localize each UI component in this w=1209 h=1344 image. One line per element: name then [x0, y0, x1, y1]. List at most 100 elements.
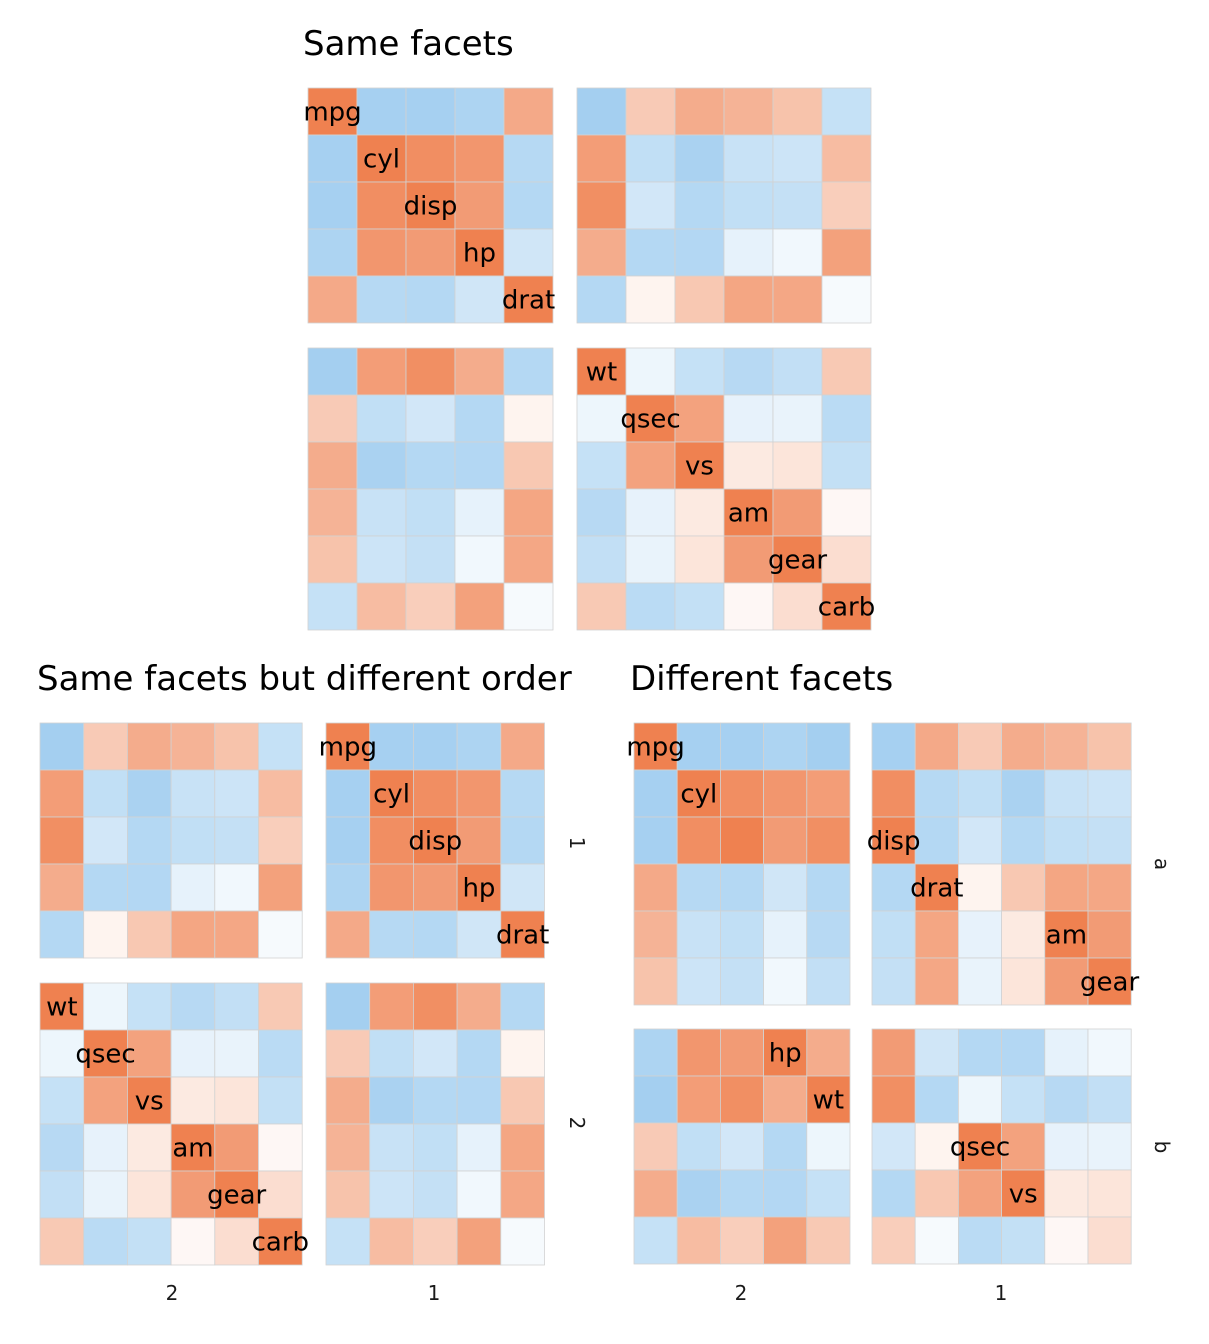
heatmap-cell: am / vs: 0.17 [1001, 910, 1046, 959]
heatmap-cell: qsec / wt: -0.17 [806, 1122, 851, 1171]
heatmap-cell: drat / vs: 0.44 [674, 275, 725, 324]
diag-label: disp [404, 192, 458, 222]
heatmap-cell: disp / am: -0.59 [170, 816, 216, 865]
heatmap-cell: am / qsec: -0.23 [625, 488, 676, 537]
heatmap-cell: carb / qsec: -0.66 [958, 1216, 1003, 1265]
heatmap-cell: am / wt: -0.69 [39, 1123, 85, 1172]
diag-label: disp [867, 827, 921, 857]
heatmap-cell: hp / qsec: -0.71 [625, 228, 676, 277]
heatmap-cell: vs / mpg: 0.66 [325, 1076, 371, 1125]
heatmap-cell: qsec / disp: -0.43 [412, 1029, 458, 1078]
heatmap-cell: qsec / qsec: 1 [958, 1122, 1003, 1171]
heatmap-cell: cyl / qsec: -0.59 [83, 769, 128, 818]
heatmap-cell: cyl / mpg: -0.85 [633, 769, 678, 818]
heatmap-cell: am / qsec: -0.23 [83, 1123, 128, 1172]
heatmap-cell: vs / drat: 0.44 [503, 441, 554, 490]
heatmap-cell: hp / qsec: -0.71 [83, 863, 128, 912]
heatmap-cell: qsec / am: -0.23 [170, 1029, 216, 1078]
heatmap-cell: qsec / wt: -0.17 [576, 394, 627, 443]
diag-label: am [172, 1134, 213, 1164]
heatmap-cell: gear / vs: 0.21 [127, 1170, 172, 1219]
heatmap-cell: hp / carb: 0.75 [821, 228, 872, 277]
heatmap-cell: carb / disp: 0.39 [871, 1216, 916, 1265]
heatmap-cell: am / drat: 0.71 [500, 1123, 545, 1172]
heatmap-cell: am / hp: -0.24 [456, 1123, 502, 1172]
panel-b-2: hp / mpg: -0.78hp / cyl: 0.83hp / disp: … [633, 1028, 851, 1265]
heatmap-cell: carb / qsec: -0.66 [625, 582, 676, 631]
heatmap-cell: gear / gear: 1 [772, 535, 823, 584]
heatmap-cell: wt / vs: -0.55 [674, 347, 725, 396]
heatmap-cell: hp / carb: 0.75 [258, 863, 303, 912]
heatmap-cell: vs / disp: -0.71 [412, 1076, 458, 1125]
diag-label: vs [135, 1087, 164, 1117]
heatmap-cell: vs / wt: -0.55 [576, 441, 627, 490]
heatmap-cell: carb / hp: 0.75 [454, 582, 505, 631]
heatmap-cell: disp / wt: 0.89 [806, 816, 851, 865]
heatmap-cell: hp / wt: 0.66 [806, 1028, 851, 1077]
heatmap-cell: hp / drat: -0.45 [500, 863, 545, 912]
facet-row-label: b [1150, 1141, 1174, 1154]
heatmap-cell: drat / carb: -0.09 [821, 275, 872, 324]
diag-label: disp [408, 827, 462, 857]
diag-label: carb [818, 593, 875, 623]
heatmap-cell: am / cyl: -0.52 [676, 910, 721, 959]
heatmap-cell: disp / vs: -0.71 [674, 181, 725, 230]
heatmap-cell: qsec / drat: 0.09 [914, 1122, 959, 1171]
diag-label: carb [252, 1228, 309, 1258]
heatmap-cell: qsec / am: -0.23 [1044, 1122, 1089, 1171]
heatmap-cell: hp / wt: 0.66 [576, 228, 627, 277]
heatmap-cell: gear / carb: 0.27 [821, 535, 872, 584]
heatmap-cell: vs / drat: 0.44 [914, 1169, 959, 1218]
heatmap-cell: cyl / wt: 0.78 [806, 769, 851, 818]
heatmap-cell: cyl / carb: 0.53 [821, 134, 872, 183]
title-different-facets: Different facets [630, 659, 893, 699]
heatmap-cell: hp / drat: -0.45 [503, 228, 554, 277]
heatmap-cell: wt / wt: 1 [576, 347, 627, 396]
heatmap-cell: vs / qsec: 0.74 [958, 1169, 1003, 1218]
heatmap-cell: gear / mpg: 0.48 [307, 535, 358, 584]
heatmap-cell: drat / disp: -0.71 [412, 910, 458, 959]
facet-col-label: 1 [428, 1281, 441, 1305]
heatmap-cell: drat / qsec: 0.09 [625, 275, 676, 324]
heatmap-cell: qsec / disp: -0.43 [720, 1122, 765, 1171]
heatmap-cell: wt / mpg: -0.87 [633, 1075, 678, 1124]
heatmap-cell: gear / drat: 0.7 [914, 957, 959, 1006]
panel-2-1: wt / mpg: -0.87wt / cyl: 0.78wt / disp: … [325, 982, 545, 1266]
heatmap-cell: am / drat: 0.71 [503, 488, 554, 537]
heatmap-cell: disp / cyl: 0.9 [676, 816, 721, 865]
heatmap-cell: wt / am: -0.69 [170, 982, 216, 1031]
heatmap-cell: cyl / cyl: 1 [356, 134, 407, 183]
heatmap-cell: carb / vs: -0.57 [674, 582, 725, 631]
heatmap-cell: qsec / mpg: 0.42 [307, 394, 358, 443]
heatmap-cell: carb / disp: 0.39 [720, 1216, 765, 1265]
heatmap-cell: cyl / drat: -0.7 [500, 769, 545, 818]
diag-label: am [728, 499, 769, 529]
heatmap-cell: drat / mpg: 0.68 [633, 863, 678, 912]
heatmap-cell: wt / disp: 0.89 [720, 1075, 765, 1124]
heatmap-cell: carb / am: 0.06 [723, 582, 774, 631]
heatmap-cell: gear / vs: 0.21 [674, 535, 725, 584]
heatmap-cell: carb / vs: -0.57 [1001, 1216, 1046, 1265]
heatmap-cell: hp / gear: -0.13 [772, 228, 823, 277]
heatmap-cell: mpg / hp: -0.78 [454, 87, 505, 136]
heatmap-cell: gear / qsec: -0.21 [625, 535, 676, 584]
heatmap-cell: gear / disp: -0.56 [412, 1170, 458, 1219]
heatmap-cell: wt / mpg: -0.87 [307, 347, 358, 396]
diag-label: gear [207, 1181, 266, 1211]
heatmap-cell: am / carb: 0.06 [258, 1123, 303, 1172]
heatmap-cell: drat / am: 0.71 [1044, 863, 1089, 912]
title-same-facets: Same facets [303, 24, 514, 64]
heatmap-cell: carb / am: 0.06 [170, 1217, 216, 1266]
heatmap-cell: mpg / am: 0.6 [170, 722, 216, 771]
heatmap-cell: gear / mpg: 0.48 [325, 1170, 371, 1219]
heatmap-cell: drat / am: 0.71 [723, 275, 774, 324]
heatmap-cell: carb / mpg: -0.55 [325, 1217, 371, 1266]
heatmap-cell: drat / disp: -0.71 [405, 275, 456, 324]
heatmap-cell: cyl / vs: -0.81 [1001, 769, 1046, 818]
heatmap-cell: wt / carb: 0.43 [258, 982, 303, 1031]
heatmap-cell: mpg / drat: 0.68 [914, 722, 959, 771]
heatmap-cell: cyl / qsec: -0.59 [958, 769, 1003, 818]
heatmap-cell: vs / gear: 0.21 [1087, 1169, 1132, 1218]
heatmap-cell: drat / vs: 0.44 [127, 910, 172, 959]
heatmap-cell: am / disp: -0.59 [720, 910, 765, 959]
